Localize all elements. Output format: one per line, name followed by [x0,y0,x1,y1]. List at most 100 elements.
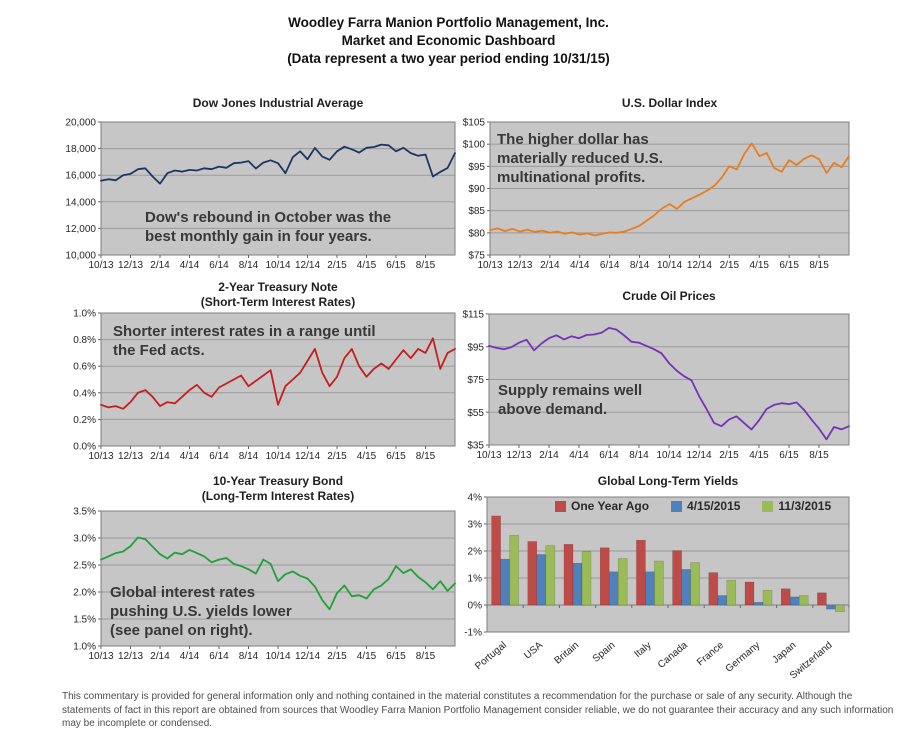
svg-text:1.5%: 1.5% [73,615,96,626]
svg-text:$80: $80 [468,228,485,239]
svg-text:12/14: 12/14 [295,260,320,271]
svg-text:2/15: 2/15 [719,450,739,461]
svg-text:12/13: 12/13 [507,260,532,271]
svg-text:France: France [695,640,726,669]
global-yields-chart-title: Global Long-Term Yields [597,474,739,488]
svg-text:2/15: 2/15 [327,451,347,462]
svg-text:6/14: 6/14 [209,260,229,271]
crude-annotation: Supply remains well above demand. [498,382,643,418]
svg-text:4/14: 4/14 [180,451,200,462]
svg-text:10/14: 10/14 [265,260,290,271]
disclaimer-text: This commentary is provided for general … [62,691,894,729]
svg-text:2/15: 2/15 [327,651,347,662]
dow-chart-title: Dow Jones Industrial Average [192,96,364,110]
svg-text:6/15: 6/15 [779,260,799,271]
svg-text:12/14: 12/14 [295,651,320,662]
svg-text:12/14: 12/14 [295,451,320,462]
svg-text:6/14: 6/14 [209,451,229,462]
svg-text:4/14: 4/14 [570,260,590,271]
crude-chart-plot: $35 $55 $75 $95 $115 10/13 12/13 2/14 4/14 6/14 8/… [462,310,850,461]
svg-text:10/14: 10/14 [656,450,681,461]
svg-text:1.0%: 1.0% [73,642,96,653]
svg-text:2/14: 2/14 [150,451,170,462]
svg-text:4/15: 4/15 [357,260,377,271]
svg-text:Portugal: Portugal [473,640,509,672]
svg-text:$95: $95 [468,162,485,173]
svg-text:10/14: 10/14 [265,651,290,662]
svg-text:6/15: 6/15 [386,651,406,662]
svg-text:0.0%: 0.0% [73,442,96,453]
legend-swatch-blue [671,500,683,512]
treasury10-annotation: Global interest rates pushing U.S. yield… [110,584,292,639]
svg-text:6/14: 6/14 [599,450,619,461]
svg-text:2/14: 2/14 [539,450,559,461]
svg-text:Germany: Germany [724,640,763,675]
svg-text:0.6%: 0.6% [73,362,96,373]
svg-text:3%: 3% [468,520,483,531]
svg-text:16,000: 16,000 [65,171,96,182]
svg-text:10/13: 10/13 [88,651,113,662]
treasury10-chart-title: 10-Year Treasury Bond (Long-Term Interes… [201,474,355,503]
svg-text:8/14: 8/14 [239,451,259,462]
svg-text:2/14: 2/14 [150,260,170,271]
svg-text:10/13: 10/13 [476,450,501,461]
svg-text:4/14: 4/14 [569,450,589,461]
svg-text:3.0%: 3.0% [73,534,96,545]
svg-text:12/13: 12/13 [118,260,143,271]
dow-chart-plot: 10,000 12,000 14,000 16,000 18,000 20,000 10/1… [65,118,456,271]
svg-text:USA: USA [522,640,545,662]
svg-text:Canada: Canada [656,640,690,671]
legend-item-november-2015: 11/3/2015 [762,499,831,513]
svg-text:6/15: 6/15 [386,260,406,271]
svg-text:10/14: 10/14 [657,260,682,271]
svg-text:12/13: 12/13 [506,450,531,461]
svg-text:8/14: 8/14 [629,450,649,461]
panel-usd-index: U.S. Dollar Index $75 $80 $85 $90 $95 $100 $10… [455,92,897,278]
svg-text:8/15: 8/15 [416,651,436,662]
svg-text:$35: $35 [467,441,484,452]
svg-text:8/14: 8/14 [239,260,259,271]
svg-text:4/14: 4/14 [180,260,200,271]
svg-text:6/14: 6/14 [600,260,620,271]
legend-item-one-year-ago: One Year Ago [555,499,649,513]
svg-text:8/15: 8/15 [416,260,436,271]
svg-text:10/14: 10/14 [265,451,290,462]
svg-text:10/13: 10/13 [88,451,113,462]
svg-text:6/14: 6/14 [209,651,229,662]
usd-chart-title: U.S. Dollar Index [621,96,718,110]
svg-text:2/15: 2/15 [327,260,347,271]
svg-text:14,000: 14,000 [65,197,96,208]
svg-text:10,000: 10,000 [65,251,96,262]
svg-text:Japan: Japan [770,640,798,666]
svg-text:$85: $85 [468,206,485,217]
legend-label: 11/3/2015 [778,499,832,513]
panel-2yr-treasury: 2-Year Treasury Note (Short-Term Interes… [55,278,465,474]
svg-text:$75: $75 [468,251,485,262]
svg-text:4/15: 4/15 [357,451,377,462]
svg-text:10/13: 10/13 [88,260,113,271]
legend-item-april-2015: 4/15/2015 [671,499,740,513]
svg-text:6/15: 6/15 [779,450,799,461]
svg-text:Spain: Spain [591,640,618,665]
svg-text:1.0%: 1.0% [73,309,96,320]
svg-text:0.4%: 0.4% [73,388,96,399]
svg-text:4/15: 4/15 [750,260,770,271]
svg-text:8/15: 8/15 [416,451,436,462]
svg-text:8/15: 8/15 [809,450,829,461]
svg-text:$95: $95 [467,342,484,353]
svg-text:$105: $105 [463,118,486,129]
global-yields-chart-plot: -1% 0% 1% 2% 3% 4% Portugal USA Britain Spain Ital… [464,493,850,682]
legend-label: One Year Ago [571,499,650,513]
treasury2-chart-title: 2-Year Treasury Note (Short-Term Interes… [200,280,356,309]
svg-text:2/14: 2/14 [540,260,560,271]
svg-text:12,000: 12,000 [65,224,96,235]
svg-text:18,000: 18,000 [65,144,96,155]
svg-text:-1%: -1% [464,628,482,639]
svg-text:$115: $115 [462,310,484,321]
svg-text:2/14: 2/14 [150,651,170,662]
svg-text:20,000: 20,000 [65,118,96,129]
svg-text:4/14: 4/14 [180,651,200,662]
treasury10-chart-plot: 1.0% 1.5% 2.0% 2.5% 3.0% 3.5% 10/13 12/13 2/14 4/… [73,507,456,662]
usd-chart-plot: $75 $80 $85 $90 $95 $100 $105 10/13 12/13 2/14 4/1… [463,118,850,271]
